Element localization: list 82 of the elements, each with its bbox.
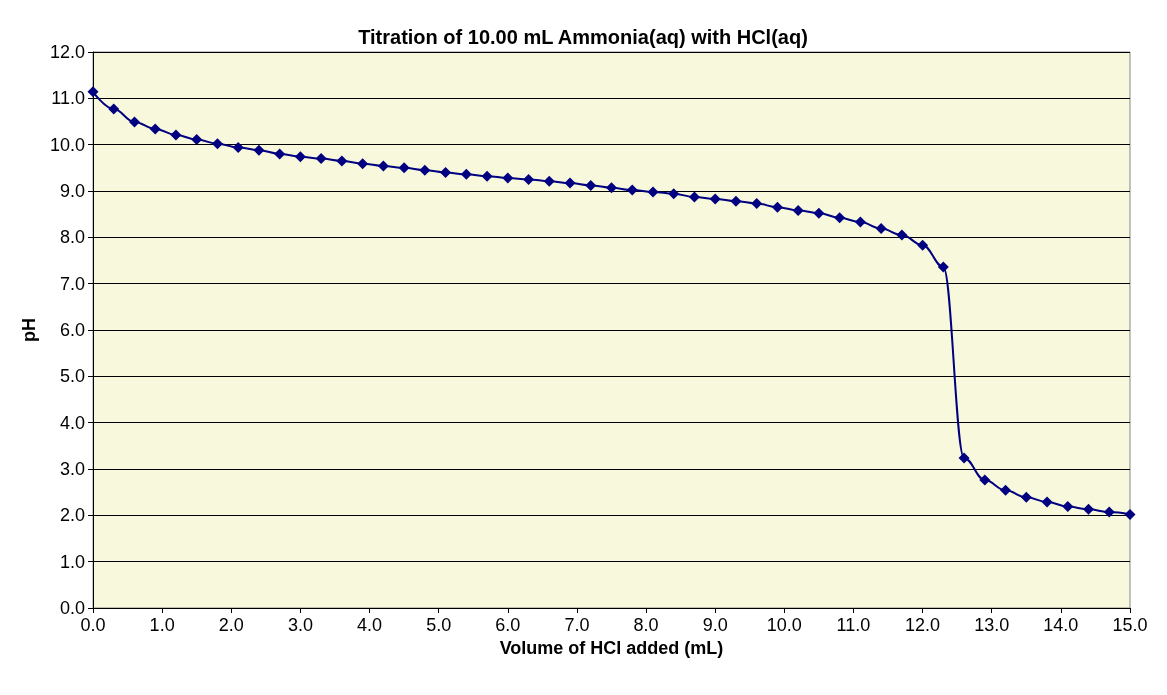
x-tick-label: 8.0 (633, 615, 659, 635)
point (523, 173, 535, 185)
point (1041, 496, 1053, 508)
point (771, 201, 783, 213)
point (979, 474, 991, 486)
point (149, 123, 161, 135)
point (191, 134, 203, 146)
point (1020, 491, 1032, 503)
x-tick-label: 0.0 (80, 615, 106, 635)
point (502, 172, 514, 184)
point (377, 160, 389, 172)
x-tick-label: 2.0 (218, 615, 244, 635)
point (688, 191, 700, 203)
point (668, 188, 680, 200)
point (1000, 484, 1012, 496)
y-tick-label: 10.0 (49, 134, 85, 155)
point (440, 166, 452, 178)
point (232, 141, 244, 153)
point (543, 175, 555, 187)
point (751, 198, 763, 210)
point (274, 148, 286, 160)
point (709, 193, 721, 205)
point (813, 207, 825, 219)
x-tick-label: 1.0 (149, 615, 175, 635)
point (398, 162, 410, 174)
point (647, 186, 659, 198)
x-tick-label: 15.0 (1112, 615, 1148, 635)
point (564, 177, 576, 189)
point (792, 204, 804, 216)
y-tick-label: 11.0 (51, 88, 85, 109)
point (419, 164, 431, 176)
y-tick-label: 2.0 (59, 505, 85, 526)
y-tick-label: 5.0 (59, 366, 85, 387)
x-tick-label: 12.0 (905, 615, 941, 635)
point (460, 168, 472, 180)
chart-title: Titration of 10.00 mL Ammonia(aq) with HCl(aq) (358, 26, 808, 48)
x-tick-label: 13.0 (974, 615, 1010, 635)
point (854, 216, 866, 228)
point (958, 452, 970, 464)
point (585, 179, 597, 191)
y-tick-label: 3.0 (59, 459, 85, 479)
point (253, 144, 265, 156)
y-tick-label: 7.0 (59, 273, 85, 294)
point (315, 153, 327, 165)
x-tick-label: 7.0 (564, 615, 590, 635)
x-tick-label: 11.0 (836, 615, 871, 635)
x-tick-label: 3.0 (287, 615, 313, 635)
y-tick-label: 4.0 (59, 412, 85, 433)
point (211, 138, 223, 150)
point (481, 170, 493, 182)
point (294, 151, 306, 163)
point (896, 229, 908, 241)
point (937, 261, 949, 273)
y-tick-label: 9.0 (59, 181, 85, 201)
point (1062, 501, 1074, 513)
x-tick-label: 14.0 (1043, 615, 1079, 635)
point (1124, 508, 1136, 520)
point (170, 129, 182, 141)
point (606, 182, 617, 194)
point (917, 239, 929, 251)
x-tick-label: 10.0 (766, 615, 802, 635)
x-tick-label: 4.0 (357, 615, 383, 635)
point (1103, 506, 1115, 518)
y-tick-label: 1.0 (59, 551, 85, 572)
x-axis-title: Volume of HCl added (mL) (499, 637, 724, 658)
point (357, 158, 369, 170)
point (108, 103, 120, 115)
point (128, 116, 140, 128)
y-tick-label: 6.0 (59, 320, 85, 340)
point (875, 223, 887, 235)
x-tick-label: 6.0 (495, 615, 521, 635)
point (834, 212, 846, 224)
point (87, 86, 99, 98)
point (1083, 503, 1095, 515)
y-tick-label: 12.0 (49, 42, 85, 62)
point (730, 195, 742, 207)
point (336, 155, 348, 167)
x-tick-label: 9.0 (702, 615, 728, 635)
y-tick-label: 8.0 (59, 227, 85, 248)
y-tick-label: 0.0 (59, 598, 85, 618)
x-tick-label: 5.0 (426, 615, 452, 635)
y-axis-title: pH (19, 318, 39, 342)
